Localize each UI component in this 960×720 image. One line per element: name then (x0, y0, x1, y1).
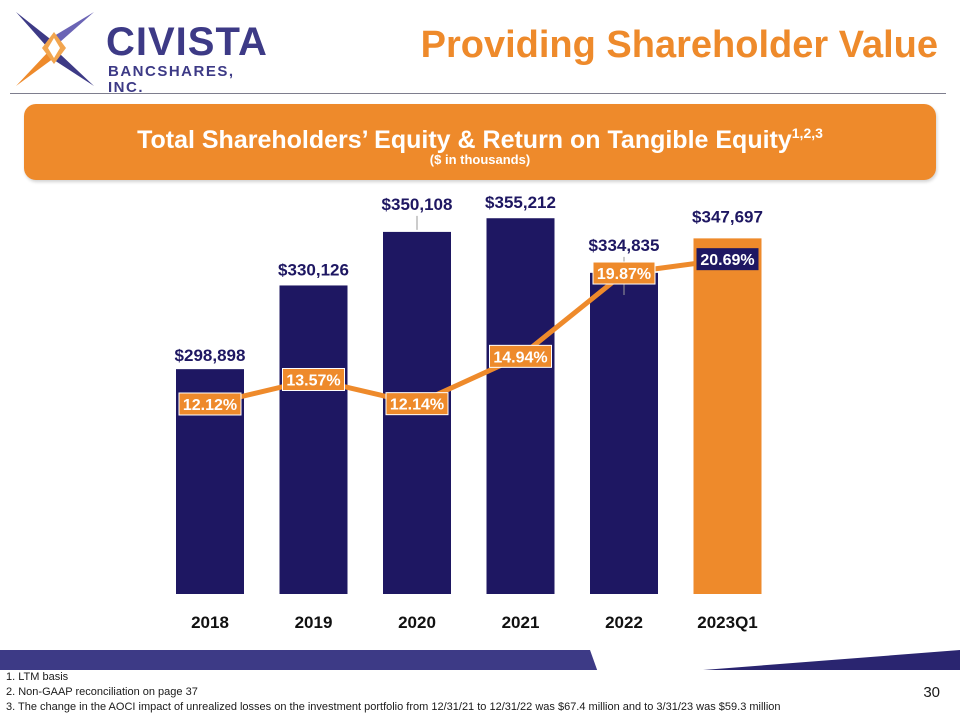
rote-label-box-2020 (385, 392, 449, 416)
bar-2019 (279, 285, 348, 594)
bar-2023Q1 (693, 238, 762, 594)
bars-layer (176, 218, 762, 594)
x-tick-label-2022: 2022 (605, 613, 643, 632)
x-tick-label-2023Q1: 2023Q1 (697, 613, 758, 632)
rote-label-box-2022 (592, 261, 656, 285)
bar-value-label-2021: $355,212 (485, 193, 556, 212)
rote-label-box-2023Q1 (696, 248, 759, 271)
x-tick-label-2018: 2018 (191, 613, 229, 632)
labels-layer: 2018 2019 2020 2021 2022 2023Q1 $298,898 $330,1… (175, 193, 763, 632)
company-logo: CIVISTA BANCSHARES, INC. (10, 8, 267, 96)
rote-label-box-2018 (178, 392, 242, 416)
logo-subtitle: BANCSHARES, INC. (108, 63, 235, 96)
bar-2021 (486, 218, 555, 594)
rote-label-2021: 14.94% (493, 349, 547, 366)
civista-star-icon (16, 12, 94, 86)
chart-title-banner: Total Shareholders’ Equity & Return on T… (24, 104, 936, 180)
chart-subtitle: ($ in thousands) (429, 152, 531, 167)
rote-label-2018: 12.12% (183, 397, 237, 414)
rote-line-layer (178, 248, 759, 416)
bar-value-label-2022: $334,835 (589, 236, 660, 255)
rote-label-box-2019 (282, 367, 345, 391)
x-tick-label-2020: 2020 (398, 613, 436, 632)
title-divider (10, 93, 946, 94)
rote-label-2019: 13.57% (286, 372, 340, 389)
bar-2022 (590, 272, 658, 594)
rote-label-2020: 12.14% (390, 397, 444, 414)
chart-title: Total Shareholders’ Equity & Return on T… (24, 118, 936, 155)
chart-title-footnote-refs: 1,2,3 (791, 125, 823, 141)
chart-title-text: Total Shareholders’ Equity & Return on T… (137, 126, 792, 154)
footer-band (0, 650, 960, 720)
x-tick-label-2021: 2021 (502, 613, 540, 632)
bar-value-label-2020: $350,108 (382, 195, 453, 214)
footnotes: 1. LTM basis 2. Non-GAAP reconciliation … (6, 670, 781, 715)
rote-label-2022: 19.87% (597, 266, 651, 283)
page-number: 30 (923, 684, 940, 701)
rote-label-2023Q1: 20.69% (700, 252, 754, 269)
bar-value-label-2018: $298,898 (175, 346, 246, 365)
bar-value-label-2023Q1: $347,697 (692, 207, 763, 226)
footnote-3: 3. The change in the AOCI impact of unre… (6, 701, 781, 713)
logo-name: CIVISTA (106, 20, 268, 64)
page-title: Providing Shareholder Value (420, 24, 938, 66)
bar-value-label-2019: $330,126 (278, 260, 349, 279)
footnote-2: 2. Non-GAAP reconciliation on page 37 (6, 686, 198, 698)
footnote-1: 1. LTM basis (6, 671, 69, 683)
x-tick-label-2019: 2019 (295, 613, 333, 632)
rote-label-box-2021 (489, 344, 552, 368)
